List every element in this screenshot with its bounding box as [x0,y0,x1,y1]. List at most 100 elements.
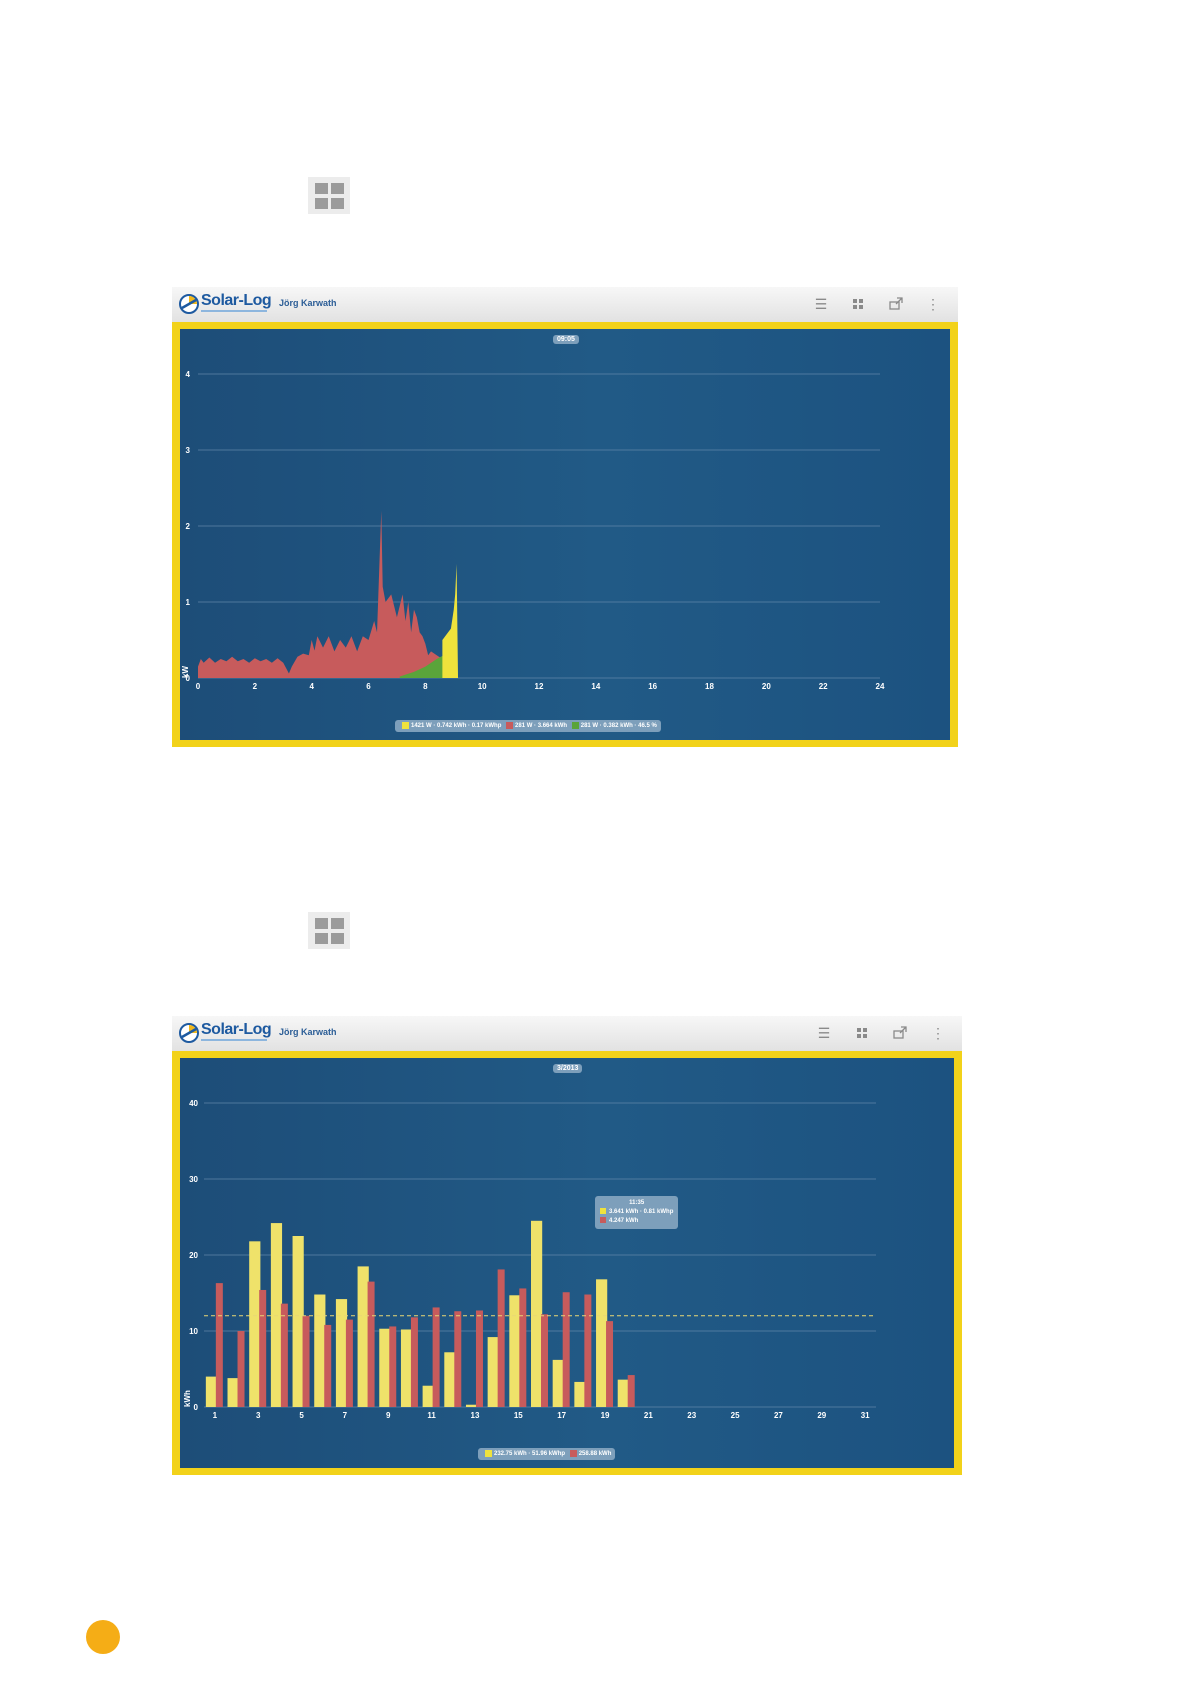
consumption-bar [237,1331,245,1407]
yield-bar [444,1352,456,1407]
yield-bar [487,1337,499,1407]
x-tick-label: 17 [557,1411,566,1420]
app-bar: Solar-Log Jörg Karwath ☰ ⋮ [172,1016,962,1051]
monthly-legend: 232.75 kWh · 51.96 kWhp 258.88 kWh [478,1448,616,1460]
x-tick-label: 5 [299,1411,304,1420]
list-icon[interactable]: ☰ [817,1025,831,1041]
consumption-bar [519,1288,527,1407]
legend-consumption: 258.88 kWh [578,1451,612,1457]
area-series-2 [442,564,459,678]
more-vert-icon[interactable]: ⋮ [926,296,940,312]
yield-bar [422,1385,434,1407]
consumption-bar [280,1303,288,1407]
yield-bar [552,1359,564,1407]
period-label: 3/2013 [553,1064,583,1073]
solar-log-logo: Solar-Log [178,1020,278,1046]
x-tick-label: 7 [343,1411,348,1420]
app-bar: Solar-Log Jörg Karwath ☰ ⋮ [172,287,958,322]
yield-bar [357,1266,369,1407]
daily-legend: 1421 W · 0.742 kWh · 0.17 kWhp 281 W · 3… [395,720,661,732]
list-icon[interactable]: ☰ [814,296,828,312]
yield-bar [249,1241,261,1407]
x-tick-label: 8 [423,682,428,691]
external-display-icon[interactable] [887,295,905,313]
y-tick-label: 40 [189,1099,198,1108]
yield-bar [574,1381,586,1407]
chart-frame: 0 1 2 3 4 0 2 4 6 8 10 12 14 16 18 20 22 24 kW 09:05 1421 … [172,322,958,747]
x-tick-label: 2 [253,682,258,691]
legend-yield: 1421 W · 0.742 kWh · 0.17 kWhp [411,723,502,729]
consumption-bar [389,1326,397,1407]
consumption-bar [497,1269,505,1407]
consumption-bar [410,1317,418,1407]
x-tick-label: 13 [471,1411,480,1420]
bar-tooltip: 11:35 3.641 kWh · 0.81 kWhp 4.247 kWh [595,1196,679,1229]
yield-bar [400,1329,413,1407]
y-axis-label: kW [181,666,190,678]
x-tick-label: 25 [731,1411,740,1420]
yield-bar [379,1328,391,1407]
yield-bar [292,1236,304,1407]
yield-bar [617,1379,629,1407]
x-tick-label: 12 [535,682,544,691]
grid-view-icon [308,177,350,214]
yield-bar [314,1294,326,1407]
external-display-icon[interactable] [891,1024,909,1042]
y-tick-label: 0 [186,674,191,683]
x-tick-label: 20 [762,682,771,691]
x-tick-label: 9 [386,1411,391,1420]
consumption-bar [562,1292,570,1407]
user-name: Jörg Karwath [279,298,337,308]
chart-frame: 0 10 20 30 40 1 3 5 7 9 11 13 15 17 19 21 23 25 27 29 31 kWh … [172,1051,962,1475]
x-tick-label: 11 [427,1411,436,1420]
dashboard-icon[interactable] [849,295,867,313]
x-tick-label: 29 [817,1411,826,1420]
x-tick-label: 24 [876,682,885,691]
consumption-bar [324,1324,332,1407]
x-tick-label: 10 [478,682,487,691]
x-tick-label: 16 [648,682,657,691]
x-tick-label: 27 [774,1411,783,1420]
solar-log-logo: Solar-Log [178,291,278,317]
x-tick-label: 0 [196,682,201,691]
tooltip-consumption: 4.247 kWh [609,1218,639,1224]
yield-bar [270,1223,283,1407]
y-axis-label: kWh [183,1390,192,1407]
tooltip-yield: 3.641 kWh · 0.81 kWhp [609,1209,674,1215]
consumption-bar [584,1294,592,1407]
yield-bar [465,1404,478,1407]
consumption-bar [454,1311,462,1407]
x-tick-label: 23 [687,1411,696,1420]
legend-self-consumption: 281 W · 0.382 kWh · 46.5 % [580,723,657,729]
consumption-bar [475,1310,483,1407]
x-tick-label: 4 [309,682,314,691]
y-tick-label: 2 [186,522,191,531]
x-tick-label: 15 [514,1411,523,1420]
dashboard-icon[interactable] [853,1024,871,1042]
daily-plot: 0 1 2 3 4 0 2 4 6 8 10 12 14 16 18 20 22 24 kW 09:05 1421 … [180,329,950,740]
y-tick-label: 0 [194,1403,199,1412]
page-badge [86,1620,120,1654]
x-tick-label: 3 [256,1411,261,1420]
consumption-bar [606,1321,614,1407]
more-vert-icon[interactable]: ⋮ [931,1025,945,1041]
consumption-bar [215,1283,223,1407]
yield-bar [531,1220,543,1407]
yield-bar [227,1378,239,1407]
x-tick-label: 19 [601,1411,610,1420]
daily-chart-screenshot: Solar-Log Jörg Karwath ☰ ⋮ 0 1 2 3 4 0 2 4 6 8 10 1… [172,287,958,747]
legend-consumption: 281 W · 3.664 kWh [515,723,568,729]
monthly-chart-screenshot: Solar-Log Jörg Karwath ☰ ⋮ 0 10 20 30 40 1 3 5 7… [172,1016,962,1475]
consumption-bar [627,1375,635,1407]
y-tick-label: 4 [186,370,191,379]
x-tick-label: 22 [819,682,828,691]
tooltip-time: 11:35 [629,1200,645,1206]
x-tick-label: 6 [366,682,371,691]
time-label: 09:05 [553,335,579,344]
monthly-plot: 0 10 20 30 40 1 3 5 7 9 11 13 15 17 19 21 23 25 27 29 31 kWh … [180,1058,954,1468]
consumption-bar [367,1281,375,1407]
user-name: Jörg Karwath [279,1027,337,1037]
consumption-bar [302,1315,310,1407]
consumption-bar [345,1319,353,1407]
